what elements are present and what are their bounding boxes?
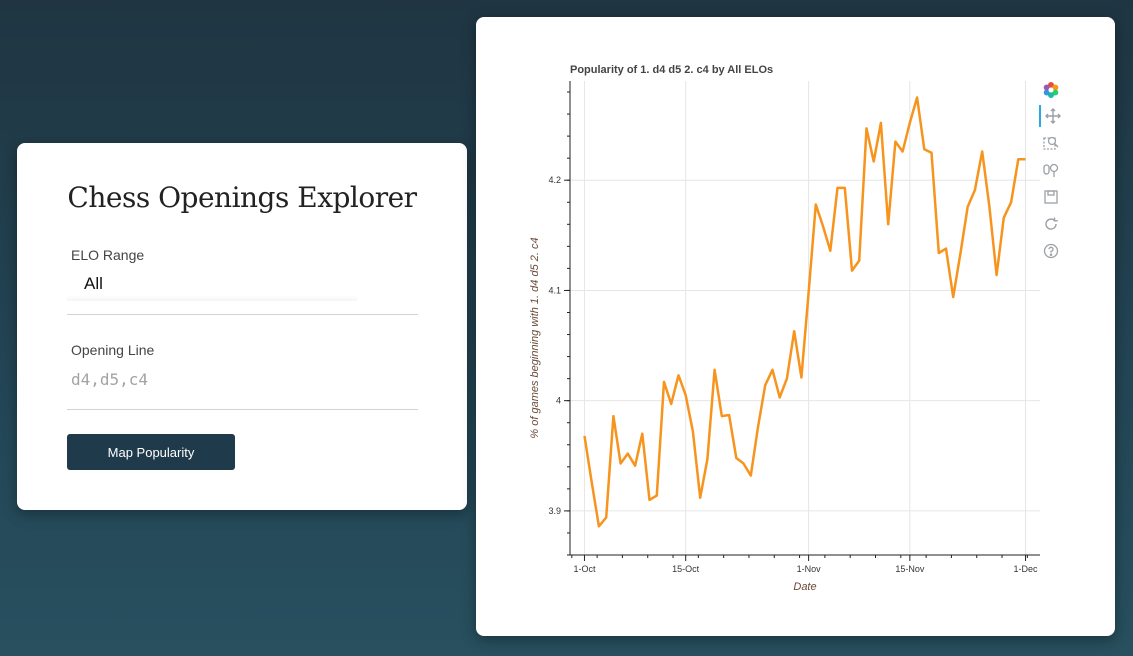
explorer-form-card: Chess Openings Explorer ELO Range All Op… — [17, 143, 467, 510]
x-tick-label: 1-Oct — [573, 564, 596, 574]
opening-line-input[interactable] — [71, 365, 371, 393]
x-tick-label: 15-Nov — [895, 564, 925, 574]
grid-lines — [570, 81, 1040, 555]
help-icon[interactable] — [1039, 240, 1063, 262]
y-axis-title: % of games beginning with 1. d4 d5 2. c4 — [529, 237, 541, 438]
map-popularity-button[interactable]: Map Popularity — [67, 434, 235, 470]
chart-title: Popularity of 1. d4 d5 2. c4 by All ELOs — [570, 64, 773, 76]
minor-ticks — [567, 91, 1028, 558]
reset-icon[interactable] — [1039, 213, 1063, 235]
y-tick-label: 4.1 — [548, 285, 561, 295]
save-icon[interactable] — [1039, 186, 1063, 208]
x-tick-label: 15-Oct — [672, 564, 700, 574]
elo-range-label: ELO Range — [71, 247, 145, 263]
x-tick-label: 1-Dec — [1014, 564, 1039, 574]
popularity-chart: Popularity of 1. d4 d5 2. c4 by All ELOs… — [529, 64, 1040, 593]
axis-ticks: 3.9 4 4.1 4.2 1-Oct 15-Oct 1-Nov 15-Nov 1-Dec — [548, 175, 1038, 574]
bokeh-logo-icon[interactable] — [1039, 79, 1063, 101]
divider — [67, 314, 418, 315]
y-tick-label: 4.2 — [548, 175, 561, 185]
divider — [67, 409, 418, 410]
chart-card: Popularity of 1. d4 d5 2. c4 by All ELOs… — [476, 17, 1115, 636]
box-zoom-icon[interactable] — [1039, 132, 1063, 154]
y-tick-label: 3.9 — [548, 506, 561, 516]
series-line-popularity — [583, 96, 1026, 528]
elo-range-select[interactable]: All — [67, 271, 357, 301]
y-tick-label: 4 — [556, 396, 561, 406]
x-tick-label: 1-Nov — [797, 564, 822, 574]
opening-line-label: Opening Line — [71, 342, 155, 358]
pan-icon[interactable] — [1039, 105, 1065, 127]
x-axis-title: Date — [793, 581, 816, 593]
wheel-zoom-icon[interactable] — [1039, 159, 1063, 181]
app-title: Chess Openings Explorer — [67, 181, 417, 214]
